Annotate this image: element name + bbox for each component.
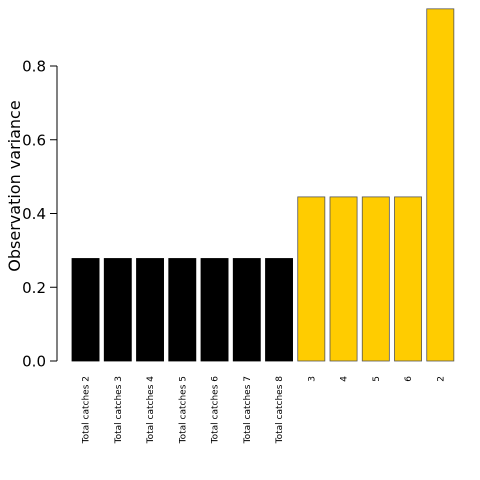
bar	[394, 196, 422, 362]
x-tick-label: Total catches 7	[243, 376, 253, 444]
bar	[136, 258, 164, 362]
y-tick-label: 0.0	[22, 353, 46, 371]
bar	[103, 258, 132, 362]
x-tick-label: Total catches 8	[275, 376, 285, 445]
x-tick-label: Total catches 4	[146, 376, 156, 445]
x-tick-label: Total catches 5	[178, 376, 188, 444]
bar	[297, 196, 326, 362]
bar	[329, 196, 358, 362]
bar	[426, 8, 455, 362]
y-axis-label: Observation variance	[5, 100, 24, 271]
y-tick-label: 0.6	[22, 131, 46, 149]
x-tick-label: 2	[436, 376, 446, 382]
bar	[361, 196, 390, 362]
x-tick-label: Total catches 3	[114, 376, 124, 444]
x-tick-labels: Total catches 2 Total catches 3 Total catc…	[82, 376, 447, 445]
bar	[168, 258, 197, 362]
bar	[265, 258, 293, 362]
x-tick-label: Total catches 2	[82, 376, 92, 444]
x-tick-label: 5	[372, 376, 382, 382]
x-tick-label: 4	[340, 376, 350, 382]
bar	[232, 258, 261, 362]
y-axis: 0.0 0.2 0.4 0.6 0.8	[22, 58, 58, 371]
x-tick-label: Total catches 6	[211, 376, 221, 445]
y-tick-label: 0.4	[22, 205, 46, 223]
x-tick-label: 6	[404, 376, 414, 382]
y-tick-label: 0.8	[22, 58, 46, 76]
bar	[200, 258, 229, 362]
x-tick-label: 3	[307, 376, 317, 382]
bar	[71, 258, 100, 362]
bars	[71, 8, 455, 362]
y-tick-label: 0.2	[22, 279, 46, 297]
